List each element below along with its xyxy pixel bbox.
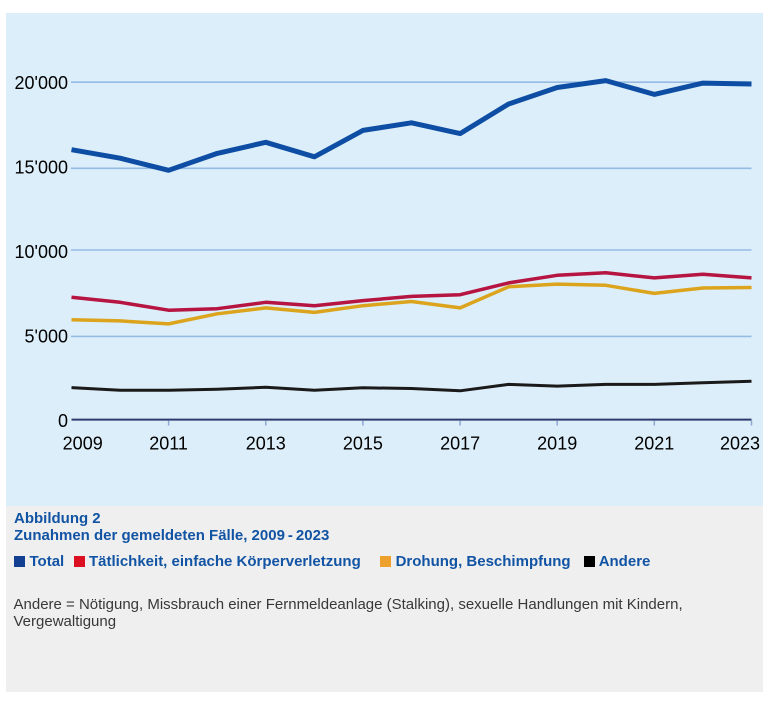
svg-text:0: 0 (58, 411, 68, 431)
svg-text:2019: 2019 (537, 434, 577, 454)
svg-text:15'000: 15'000 (15, 158, 69, 178)
svg-text:2013: 2013 (246, 434, 286, 454)
svg-text:2015: 2015 (343, 434, 383, 454)
svg-text:2023: 2023 (720, 434, 760, 454)
svg-text:10'000: 10'000 (15, 242, 69, 262)
svg-text:5'000: 5'000 (25, 326, 68, 346)
svg-text:2011: 2011 (149, 434, 188, 454)
svg-text:20'000: 20'000 (15, 73, 69, 93)
svg-text:2021: 2021 (634, 434, 674, 454)
svg-text:2009: 2009 (63, 434, 103, 454)
svg-text:2017: 2017 (440, 434, 480, 454)
